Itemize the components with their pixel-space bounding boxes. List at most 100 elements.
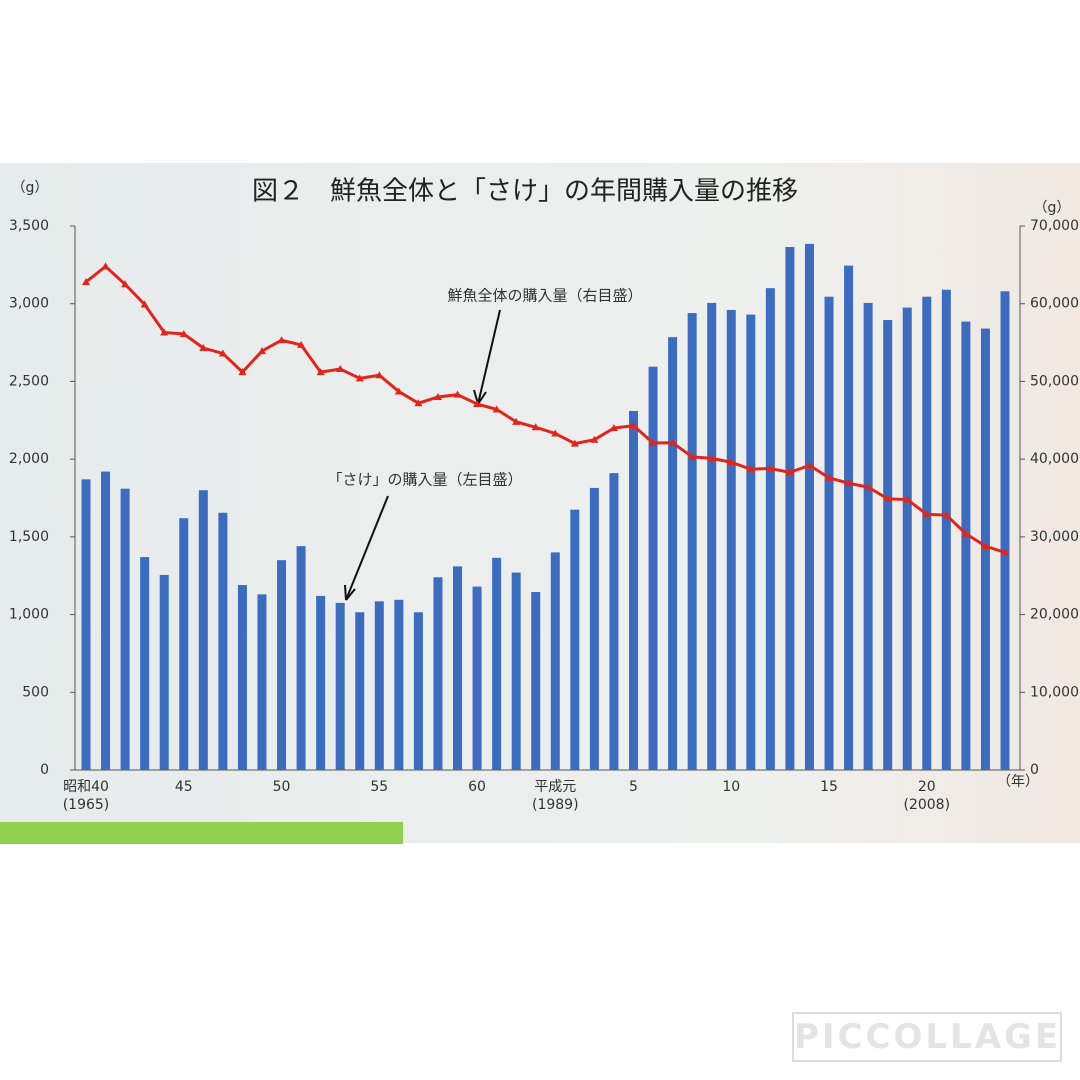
y2-tick-label: 40,000: [1030, 451, 1079, 467]
bar: [218, 512, 228, 770]
bar: [179, 518, 189, 770]
line-marker: [981, 542, 990, 550]
line-marker: [101, 262, 110, 270]
line-marker: [746, 465, 755, 473]
y-tick-label: 3,500: [9, 218, 49, 234]
x-tick-label: 昭和40 (1965): [62, 779, 110, 813]
line-marker: [179, 330, 188, 338]
line-marker: [766, 464, 775, 472]
annotation-arrow: [344, 495, 389, 601]
x-tick-label: 60: [468, 779, 486, 795]
line-marker: [238, 368, 247, 376]
line-marker: [453, 390, 462, 398]
x-tick-label: 15: [820, 779, 838, 795]
bar: [472, 586, 482, 770]
y-tick-label: 1,000: [9, 607, 49, 623]
line-marker: [394, 387, 403, 395]
line-marker: [492, 405, 501, 413]
bar: [550, 552, 560, 770]
line-marker: [785, 468, 794, 476]
y2-tick-label: 20,000: [1030, 607, 1079, 623]
y2-unit: （g）: [1034, 200, 1071, 216]
line-marker: [883, 494, 892, 502]
line-marker: [297, 340, 306, 348]
bar: [511, 572, 521, 770]
bar: [257, 594, 267, 770]
y2-tick-label: 70,000: [1030, 218, 1079, 234]
bar: [707, 302, 717, 770]
y-tick-label: 2,000: [9, 451, 49, 467]
bar: [961, 321, 971, 770]
bar: [413, 612, 423, 770]
y-tick-label: 3,000: [9, 296, 49, 312]
line-marker: [336, 364, 345, 372]
x-tick-label: 50: [272, 779, 291, 795]
bar: [316, 595, 326, 770]
bar: [785, 246, 795, 771]
bar: [883, 320, 893, 770]
line-marker: [531, 423, 540, 431]
annotation: 「さけ」の購入量（左目盛）: [327, 471, 522, 489]
line-marker: [590, 435, 599, 443]
x-tick-label: 10: [722, 779, 741, 795]
line-marker: [414, 399, 423, 407]
y-tick-label: 1,500: [9, 529, 49, 545]
bar: [726, 309, 736, 770]
x-unit: （年）: [997, 774, 1039, 790]
bar: [765, 288, 775, 770]
bar: [140, 557, 150, 770]
bar: [492, 557, 502, 770]
y2-tick-label: 0: [1030, 762, 1039, 778]
bar: [237, 585, 247, 770]
line-marker: [433, 392, 442, 400]
bar: [81, 479, 91, 770]
line-marker: [629, 421, 638, 429]
line-marker: [257, 347, 266, 355]
line-marker: [864, 483, 873, 491]
line-marker: [668, 438, 677, 446]
line-marker: [649, 438, 658, 446]
y-unit: （g）: [12, 180, 49, 196]
line-marker: [473, 399, 482, 407]
bar: [374, 601, 384, 770]
watermark: PICCOLLAGE: [792, 1012, 1062, 1062]
y2-tick-label: 50,000: [1030, 373, 1079, 389]
line: [85, 264, 1006, 554]
line-marker: [727, 458, 736, 466]
line-marker: [844, 479, 853, 487]
line-marker: [199, 344, 208, 352]
line-marker: [922, 510, 931, 518]
x-tick-label: 45: [174, 779, 193, 795]
bar: [159, 574, 169, 770]
x-tick-label: 55: [370, 779, 389, 795]
bar: [394, 599, 404, 770]
line-marker: [570, 439, 579, 447]
bar: [941, 289, 951, 770]
bar: [687, 313, 697, 770]
bar: [902, 307, 912, 770]
line-marker: [121, 280, 130, 288]
bar: [453, 566, 463, 770]
annotation-arrow: [473, 309, 501, 405]
bar: [922, 296, 932, 770]
line-marker: [1001, 548, 1009, 556]
line-marker: [316, 368, 325, 376]
line-marker: [277, 336, 286, 344]
bar: [335, 602, 345, 770]
line-marker: [82, 277, 90, 285]
line-marker: [375, 371, 384, 379]
bar: [433, 577, 443, 770]
bar: [980, 328, 990, 770]
bar: [296, 546, 306, 770]
bar: [746, 314, 756, 770]
green-strip: [0, 822, 403, 844]
y2-tick-label: 60,000: [1030, 296, 1079, 312]
y-tick-label: 0: [40, 762, 49, 778]
line-marker: [355, 374, 364, 382]
bar: [589, 487, 599, 770]
bar: [198, 490, 208, 770]
bar: [628, 410, 638, 770]
bar: [609, 473, 619, 770]
